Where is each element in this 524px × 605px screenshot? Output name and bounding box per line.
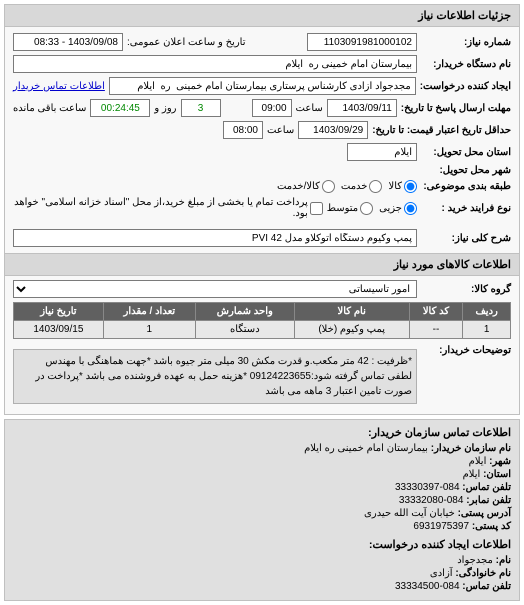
- row-ostan: استان محل تحویل:: [13, 143, 511, 161]
- name-row: نام: مجدجواد: [13, 555, 511, 566]
- row-farayand: نوع فرایند خرید : جزیی متوسط پرداخت تمام…: [13, 197, 511, 219]
- city-row: شهر: ایلام: [13, 456, 511, 467]
- radio-kala[interactable]: کالا: [388, 180, 417, 193]
- row-mohlat: مهلت ارسال پاسخ تا تاریخ: ساعت روز و ساع…: [13, 99, 511, 117]
- days-and-label: روز و: [154, 103, 176, 114]
- ijad-input[interactable]: [109, 77, 416, 95]
- row-goroh: گروه کالا: امور تاسیساتی: [13, 280, 511, 298]
- shomare-niaz-label: شماره نیاز:: [421, 37, 511, 48]
- table-header-row: ردیف کد کالا نام کالا واحد شمارش تعداد /…: [14, 303, 511, 321]
- radio-jozi[interactable]: جزیی: [379, 202, 417, 215]
- post-row: کد پستی: 6931975397: [13, 521, 511, 532]
- tel2-row: تلفن تماس: 084-33334500: [13, 581, 511, 592]
- radio-khedmat[interactable]: خدمت: [341, 180, 383, 193]
- th-code: کد کالا: [409, 303, 463, 321]
- th-radif: ردیف: [463, 303, 511, 321]
- farayand-label: نوع فرایند خرید :: [421, 203, 511, 214]
- cell-date: 1403/09/15: [14, 321, 104, 339]
- tabaghe-label: طبقه بندی موضوعی:: [421, 181, 511, 192]
- row-sharh: شرح کلی نیاز:: [13, 229, 511, 247]
- ostan-input[interactable]: [347, 143, 417, 161]
- shomare-niaz-input[interactable]: [307, 33, 417, 51]
- row-tozihat: توضیحات خریدار: *ظرفیت : 42 متر مکعب.و ق…: [13, 345, 511, 404]
- farayand-radio-group: جزیی متوسط: [327, 202, 417, 215]
- contact-section: اطلاعات تماس سازمان خریدار: نام سازمان خ…: [4, 419, 520, 601]
- dastgah-label: نام دستگاه خریدار:: [421, 59, 511, 70]
- row-ijad: ایجاد کننده درخواست: اطلاعات تماس خریدار: [13, 77, 511, 95]
- goroh-select[interactable]: امور تاسیساتی: [13, 280, 417, 298]
- panel-title: جزئیات اطلاعات نیاز: [5, 5, 519, 27]
- need-details-panel: جزئیات اطلاعات نیاز شماره نیاز: تاریخ و …: [4, 4, 520, 415]
- radio-motavaset[interactable]: متوسط: [327, 202, 373, 215]
- radio-kala-khedmat[interactable]: کالا/خدمت: [277, 180, 335, 193]
- kala-table: ردیف کد کالا نام کالا واحد شمارش تعداد /…: [13, 302, 511, 339]
- countdown-days: [181, 99, 221, 117]
- table-row[interactable]: 1 -- پمپ وکیوم (خلا) دستگاه 1 1403/09/15: [14, 321, 511, 339]
- creator-title: اطلاعات ایجاد کننده درخواست:: [13, 538, 511, 551]
- th-unit: واحد شمارش: [195, 303, 294, 321]
- contact-buyer-link[interactable]: اطلاعات تماس خریدار: [13, 81, 105, 92]
- cell-code: --: [409, 321, 463, 339]
- ijad-label: ایجاد کننده درخواست:: [420, 81, 511, 92]
- row-shahr: شهر محل تحویل:: [13, 165, 511, 176]
- countdown-time: [90, 99, 150, 117]
- tel-row: تلفن تماس: 084-33330397: [13, 482, 511, 493]
- mohlat-date-input[interactable]: [327, 99, 397, 117]
- tabaghe-radio-group: کالا خدمت کالا/خدمت: [277, 180, 417, 193]
- elam-omumi-label: تاریخ و ساعت اعلان عمومی:: [127, 37, 246, 48]
- saat-label-2: ساعت: [267, 125, 294, 136]
- contact-title: اطلاعات تماس سازمان خریدار:: [13, 426, 511, 439]
- family-row: نام خانوادگی: آزادی: [13, 568, 511, 579]
- shahr-label: شهر محل تحویل:: [421, 165, 511, 176]
- sharh-input[interactable]: [13, 229, 417, 247]
- th-date: تاریخ نیاز: [14, 303, 104, 321]
- mohlat-time-input[interactable]: [252, 99, 292, 117]
- sharh-label: شرح کلی نیاز:: [421, 233, 511, 244]
- province-row: استان: ایلام: [13, 469, 511, 480]
- etebar-time-input[interactable]: [223, 121, 263, 139]
- cell-radif: 1: [463, 321, 511, 339]
- cell-unit: دستگاه: [195, 321, 294, 339]
- check-asnad[interactable]: پرداخت تمام یا بخشی از مبلغ خرید،از محل …: [13, 197, 323, 219]
- th-qty: تعداد / مقدار: [103, 303, 195, 321]
- etebar-label: حداقل تاریخ اعتبار قیمت: تا تاریخ:: [372, 125, 511, 136]
- etebar-date-input[interactable]: [298, 121, 368, 139]
- row-shomare: شماره نیاز: تاریخ و ساعت اعلان عمومی:: [13, 33, 511, 51]
- fax-row: تلفن نمابر: 084-33332080: [13, 495, 511, 506]
- tozihat-text: *ظرفیت : 42 متر مکعب.و قدرت مکش 30 میلی …: [13, 349, 417, 404]
- mohlat-label: مهلت ارسال پاسخ تا تاریخ:: [401, 103, 511, 114]
- ostan-label: استان محل تحویل:: [421, 147, 511, 158]
- row-dastgah: نام دستگاه خریدار:: [13, 55, 511, 73]
- tozihat-label: توضیحات خریدار:: [421, 345, 511, 356]
- remaining-label: ساعت باقی مانده: [13, 103, 86, 114]
- dastgah-input[interactable]: [13, 55, 417, 73]
- addr-row: آدرس پستی: خیابان آیت الله حیدری: [13, 508, 511, 519]
- cell-name: پمپ وکیوم (خلا): [294, 321, 409, 339]
- panel-body: شماره نیاز: تاریخ و ساعت اعلان عمومی: نا…: [5, 27, 519, 414]
- cell-qty: 1: [103, 321, 195, 339]
- goroh-label: گروه کالا:: [421, 284, 511, 295]
- th-name: نام کالا: [294, 303, 409, 321]
- saat-label-1: ساعت: [296, 103, 323, 114]
- elam-omumi-input[interactable]: [13, 33, 123, 51]
- row-etebar: حداقل تاریخ اعتبار قیمت: تا تاریخ: ساعت: [13, 121, 511, 139]
- org-name-row: نام سازمان خریدار: بیمارستان امام خمینی …: [13, 443, 511, 454]
- row-tabaghe: طبقه بندی موضوعی: کالا خدمت کالا/خدمت: [13, 180, 511, 193]
- kala-group-title: اطلاعات کالاهای مورد نیاز: [5, 253, 519, 276]
